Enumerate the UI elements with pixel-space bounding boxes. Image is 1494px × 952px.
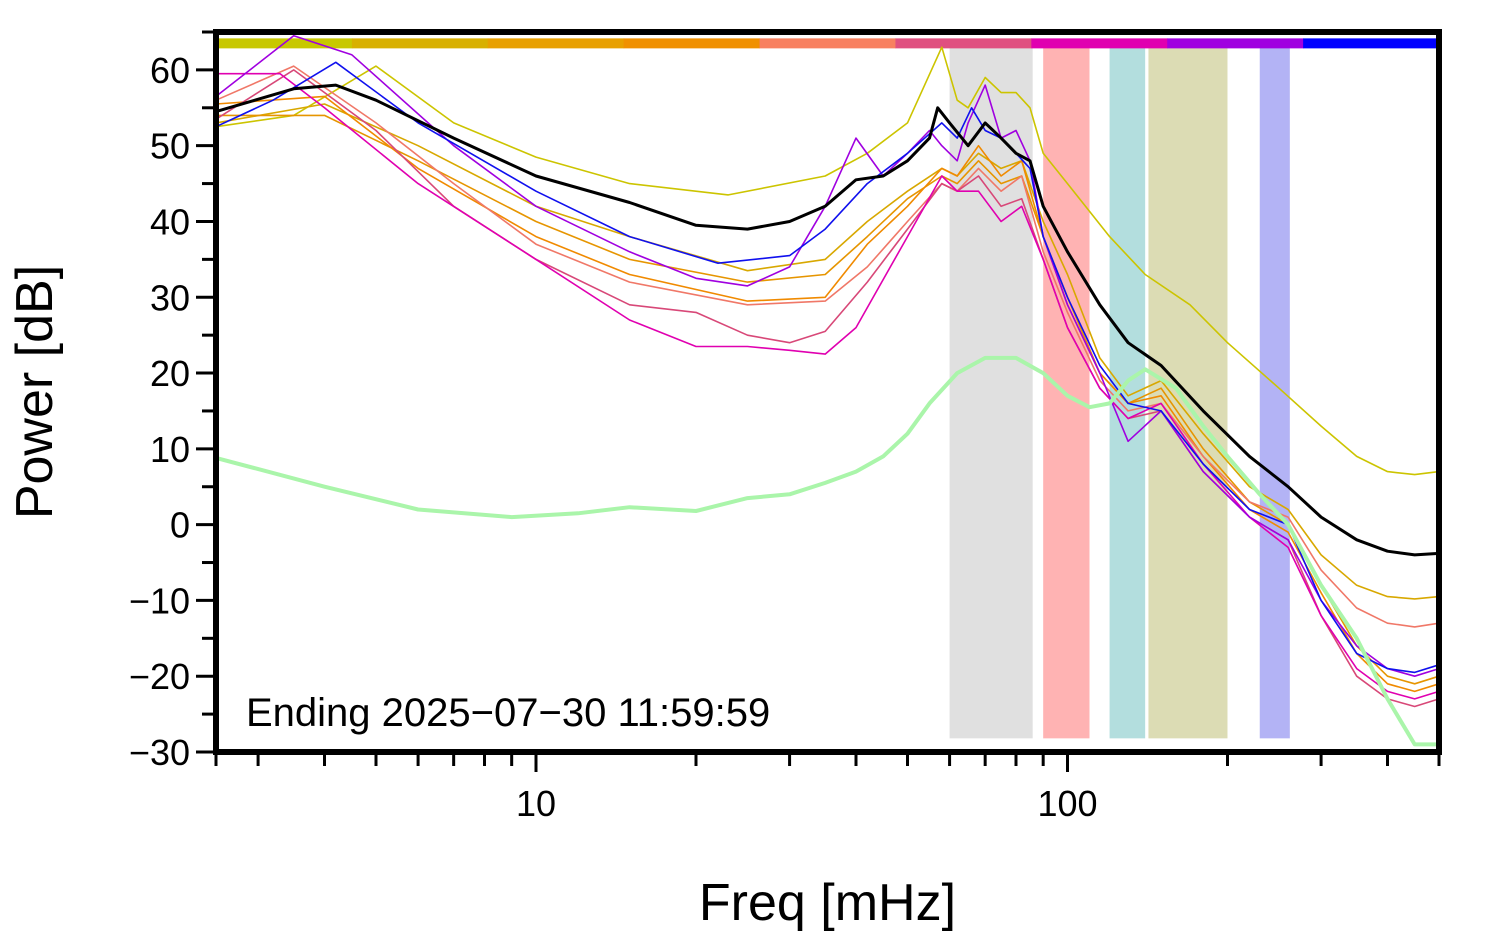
series-line-6 [215, 72, 1440, 700]
y-tick-label: 30 [150, 277, 190, 318]
y-tick-label: 10 [150, 429, 190, 470]
series-line-3 [215, 95, 1440, 693]
y-tick-label: 40 [150, 201, 190, 242]
y-tick-label: 20 [150, 353, 190, 394]
y-axis: −30 −20 −10 0 10 20 30 40 50 60 [129, 30, 216, 773]
time-bar-segment-1 [351, 38, 489, 49]
series-line-5 [215, 69, 1440, 708]
series-line-4 [215, 65, 1440, 628]
time-color-bar [216, 38, 1440, 49]
band-0 [949, 47, 1033, 739]
spectrum-lines [214, 34, 1441, 747]
time-bar-segment-3 [623, 38, 761, 49]
y-tick-label: −10 [129, 580, 190, 621]
band-2 [1109, 47, 1146, 739]
y-tick-label: −30 [129, 732, 190, 773]
x-tick-label: 10 [516, 783, 556, 824]
time-bar-segment-5 [895, 38, 1032, 49]
time-bar-segment-7 [1167, 38, 1304, 49]
y-tick-label: −20 [129, 656, 190, 697]
series-line-7 [215, 34, 1440, 678]
plot-frame [213, 29, 1442, 755]
x-axis: 10 100 [214, 752, 1441, 824]
band-4 [1259, 47, 1290, 739]
ending-timestamp: Ending 2025−07−30 11:59:59 [246, 691, 770, 735]
series-line-10 [214, 355, 1441, 747]
y-axis-title: Power [dB] [6, 265, 64, 519]
x-axis-title: Freq [mHz] [699, 874, 956, 932]
series-line-0 [215, 46, 1440, 476]
series-line-9 [214, 83, 1441, 557]
time-bar-segment-6 [1031, 38, 1168, 49]
time-bar-segment-2 [487, 38, 625, 49]
y-tick-label: 0 [170, 505, 190, 546]
y-tick-label: 60 [150, 50, 190, 91]
y-tick-label: 50 [150, 126, 190, 167]
time-bar-segment-4 [759, 38, 896, 49]
time-bar-segment-8 [1303, 38, 1440, 49]
x-tick-label: 100 [1037, 783, 1097, 824]
